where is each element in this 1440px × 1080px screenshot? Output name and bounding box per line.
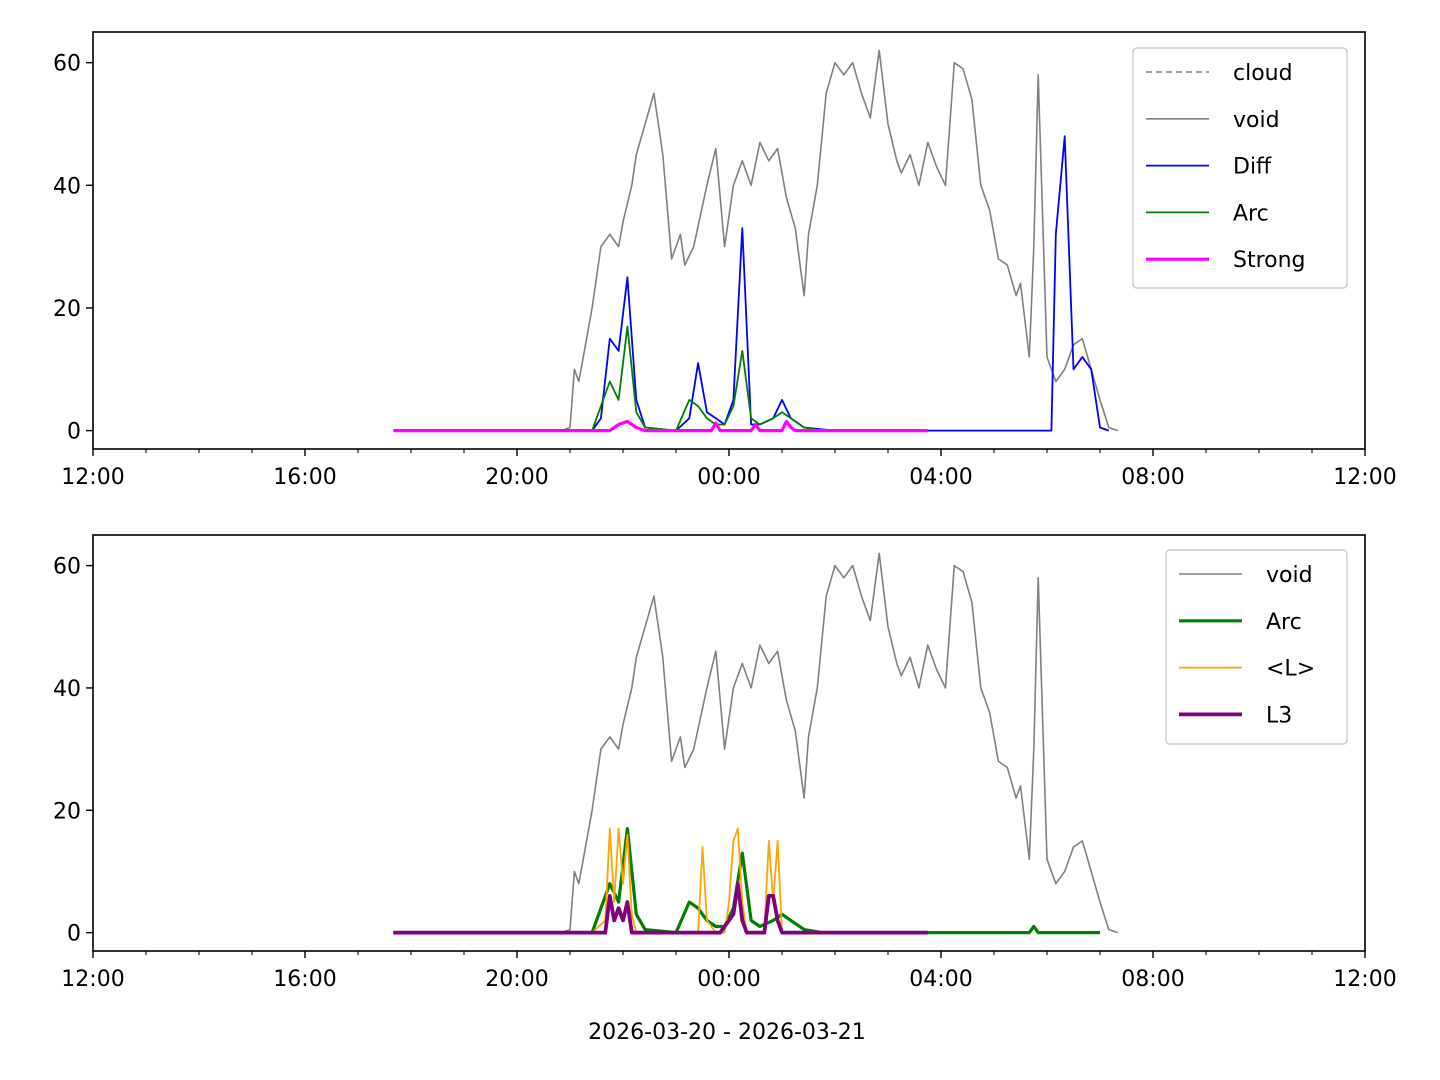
bottom-panel: 12:00 16:00 20:00 00:00 04:00 08:00 12:00 0 20 40…	[53, 534, 1397, 992]
series-line-diff	[591, 135, 1110, 432]
x-tick-label: 12:00	[1333, 465, 1396, 490]
x-tick-label: 00:00	[697, 465, 760, 490]
y-tick-label: 0	[67, 420, 81, 445]
legend: cloud void Diff Arc Strong	[1132, 47, 1348, 289]
legend-label-l: <L>	[1266, 657, 1315, 682]
legend-label-arc: Arc	[1266, 610, 1302, 635]
y-tick-label: 60	[53, 555, 81, 580]
legend-label-l3: L3	[1266, 703, 1292, 728]
series-line-strong	[393, 419, 928, 433]
series-line-void	[560, 49, 1118, 432]
x-tick-label: 08:00	[1121, 967, 1184, 992]
top-panel: 12:00 16:00 20:00 00:00 04:00 08:00 12:00 0 20 40…	[53, 31, 1397, 490]
series-line-l3	[393, 881, 928, 935]
y-tick-label: 40	[53, 174, 81, 199]
y-tick-label: 60	[53, 52, 81, 77]
x-tick-label: 04:00	[909, 465, 972, 490]
legend-label-diff: Diff	[1233, 155, 1272, 180]
x-tick-label: 16:00	[273, 967, 336, 992]
legend-box	[1165, 549, 1348, 745]
series-group	[393, 49, 1118, 433]
legend-label-arc: Arc	[1233, 201, 1269, 226]
x-tick-label: 20:00	[485, 465, 548, 490]
y-tick-label: 40	[53, 677, 81, 702]
x-tick-label: 08:00	[1121, 465, 1184, 490]
x-tick-label: 20:00	[485, 967, 548, 992]
legend-box	[1132, 47, 1348, 289]
legend-label-strong: Strong	[1233, 248, 1306, 273]
x-tick-label: 12:00	[1333, 967, 1396, 992]
series-group	[393, 552, 1118, 935]
series-line-void	[560, 552, 1118, 934]
x-axis-label: 2026-03-20 - 2026-03-21	[588, 1020, 866, 1045]
y-tick-label: 20	[53, 799, 81, 824]
x-tick-label: 00:00	[697, 967, 760, 992]
y-tick-label: 0	[67, 922, 81, 947]
legend: void Arc <L> L3	[1165, 549, 1348, 745]
x-tick-label: 12:00	[61, 967, 124, 992]
legend-label-cloud: cloud	[1233, 61, 1293, 86]
x-tick-label: 16:00	[273, 465, 336, 490]
legend-label-void: void	[1266, 563, 1313, 588]
x-tick-label: 04:00	[909, 967, 972, 992]
x-tick-label: 12:00	[61, 465, 124, 490]
legend-label-void: void	[1233, 108, 1280, 133]
y-tick-label: 20	[53, 297, 81, 322]
